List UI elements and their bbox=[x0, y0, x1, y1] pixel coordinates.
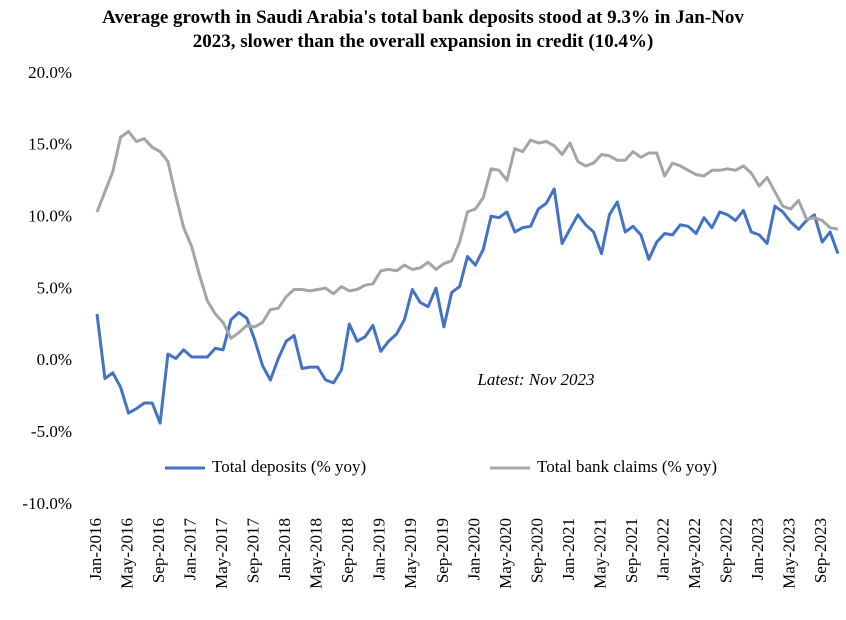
y-tick-label: 20.0% bbox=[28, 63, 72, 82]
x-tick-label: Sep-2021 bbox=[622, 518, 641, 583]
x-tick-label: Jan-2020 bbox=[464, 518, 483, 580]
x-tick-label: Jan-2018 bbox=[275, 518, 294, 580]
x-tick-label: Jan-2022 bbox=[653, 518, 672, 580]
x-tick-label: Sep-2019 bbox=[433, 518, 452, 583]
chart-title: Average growth in Saudi Arabia's total b… bbox=[102, 7, 744, 52]
x-tick-label: May-2019 bbox=[401, 518, 420, 589]
x-tick-label: Sep-2022 bbox=[717, 518, 736, 583]
legend-label: Total bank claims (% yoy) bbox=[537, 457, 717, 476]
x-tick-label: May-2016 bbox=[117, 518, 136, 589]
x-tick-label: Jan-2021 bbox=[559, 518, 578, 580]
x-tick-label: May-2018 bbox=[307, 518, 326, 589]
x-tick-label: Jan-2019 bbox=[370, 518, 389, 580]
x-tick-label: Sep-2017 bbox=[244, 518, 263, 584]
x-tick-label: Sep-2018 bbox=[338, 518, 357, 583]
y-tick-label: 5.0% bbox=[37, 278, 72, 297]
line-series bbox=[95, 130, 839, 340]
y-tick-label: 15.0% bbox=[28, 135, 72, 154]
x-tick-label: Sep-2020 bbox=[527, 518, 546, 583]
x-tick-label: Jan-2016 bbox=[86, 518, 105, 580]
y-tick-label: -5.0% bbox=[31, 422, 72, 441]
x-tick-label: May-2020 bbox=[496, 518, 515, 589]
x-tick-label: May-2017 bbox=[212, 518, 231, 589]
x-tick-label: May-2021 bbox=[590, 518, 609, 589]
y-tick-label: 0.0% bbox=[37, 350, 72, 369]
y-tick-label: -10.0% bbox=[22, 494, 72, 513]
annotation: Latest: Nov 2023 bbox=[476, 370, 594, 389]
legend-label: Total deposits (% yoy) bbox=[212, 457, 366, 476]
x-tick-label: Sep-2023 bbox=[811, 518, 830, 583]
x-tick-label: Jan-2023 bbox=[748, 518, 767, 580]
line-series bbox=[95, 187, 840, 425]
y-tick-label: 10.0% bbox=[28, 207, 72, 226]
x-tick-label: May-2023 bbox=[780, 518, 799, 589]
x-tick-label: Jan-2017 bbox=[181, 518, 200, 581]
x-tick-label: Sep-2016 bbox=[149, 518, 168, 583]
x-tick-label: May-2022 bbox=[685, 518, 704, 589]
